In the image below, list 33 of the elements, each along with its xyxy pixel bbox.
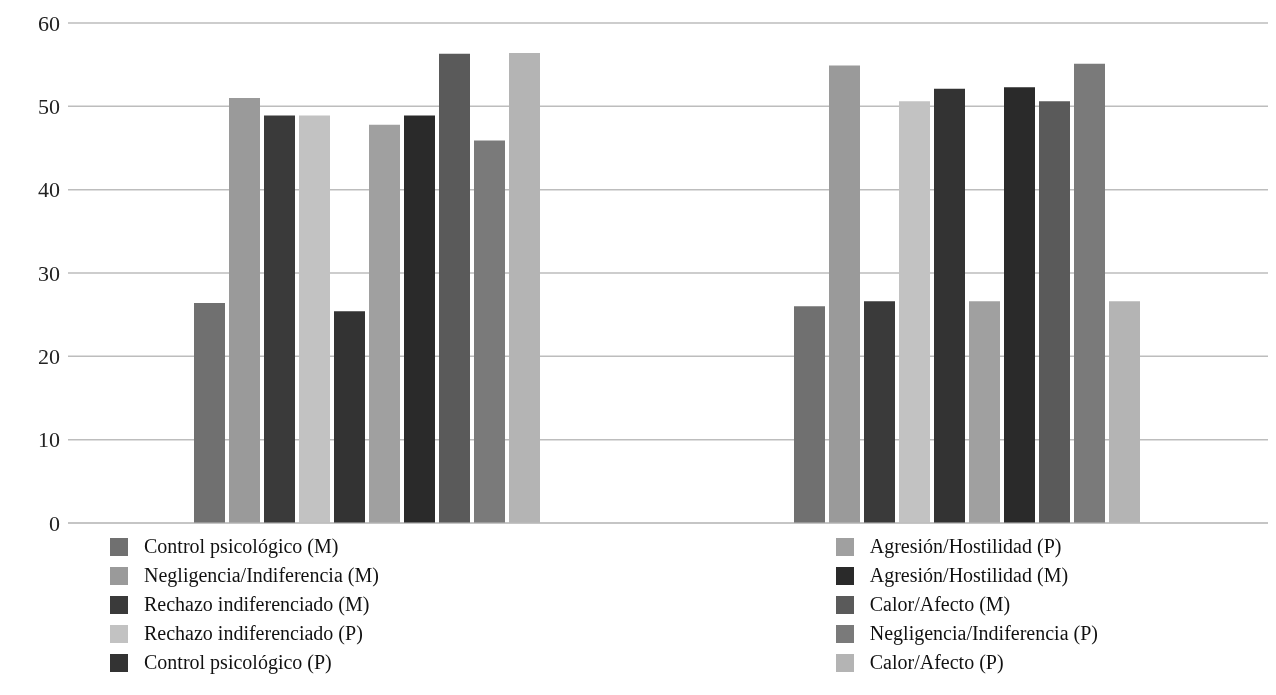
bar (229, 98, 260, 523)
bar (934, 88, 965, 523)
bar (1074, 63, 1105, 523)
legend-label: Calor/Afecto (M) (869, 592, 1011, 618)
legend-label: Agresión/Hostilidad (P) (869, 534, 1062, 560)
bar (439, 53, 470, 523)
y-tick-label: 20 (38, 344, 60, 370)
y-tick-label: 60 (38, 10, 60, 36)
bar (829, 65, 860, 523)
bar (1039, 101, 1070, 523)
bar (474, 140, 505, 523)
y-tick-label: 0 (49, 510, 60, 536)
y-tick-label: 30 (38, 260, 60, 286)
y-tick-label: 10 (38, 427, 60, 453)
legend-label: Negligencia/Indiferencia (P) (869, 621, 1098, 647)
bar (404, 115, 435, 523)
bar (1004, 87, 1035, 523)
bar (794, 306, 825, 523)
legend-label: Rechazo indiferenciado (P) (144, 621, 363, 647)
bar (369, 124, 400, 523)
bar (969, 301, 1000, 523)
bar (194, 303, 225, 523)
legend-label: Calor/Afecto (P) (869, 650, 1004, 675)
y-tick-label: 50 (38, 94, 60, 120)
y-tick-label: 40 (38, 177, 60, 203)
bar (264, 115, 295, 523)
legend-label: Control psicológico (P) (144, 650, 332, 676)
bar (334, 311, 365, 523)
legend-label: Negligencia/Indiferencia (M) (144, 563, 379, 589)
legend-label: Rechazo indiferenciado (M) (144, 592, 370, 618)
bar (864, 301, 895, 523)
legend-label: Control psicológico (M) (144, 534, 339, 560)
legend-label: Agresión/Hostilidad (M) (869, 563, 1069, 589)
